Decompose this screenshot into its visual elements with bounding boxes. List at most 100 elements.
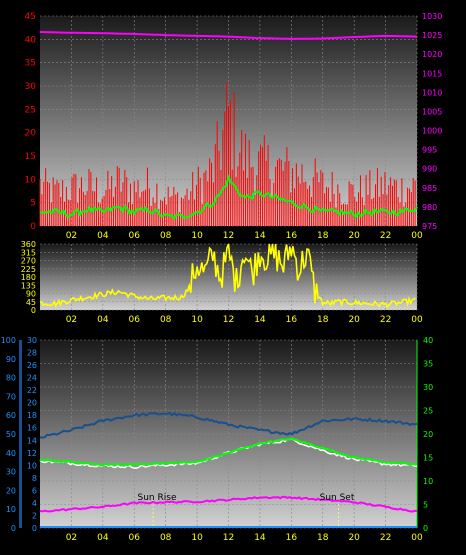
rain-tick-label: 0 — [32, 524, 37, 533]
wind-tick-label: 40 — [25, 35, 37, 45]
x-tick-label: 02 — [66, 315, 77, 325]
x-tick-label: 18 — [317, 533, 329, 543]
rain-tick-label: 24 — [27, 374, 37, 383]
humidity-tick-label: 50 — [6, 430, 16, 439]
temperature-tick-label: 40 — [423, 336, 433, 345]
rain-tick-label: 6 — [32, 486, 37, 495]
temperature-tick-label: 20 — [423, 430, 433, 439]
temperature-line — [39, 437, 417, 467]
x-tick-label: 20 — [348, 231, 360, 241]
pressure-axis-title: Pressione — [365, 1, 418, 14]
humidity-legend: Umidita — [66, 321, 109, 334]
windchill-legend: Windchill — [240, 321, 290, 334]
x-tick-label: 20 — [348, 533, 360, 543]
pressure-tick-label: 995 — [422, 146, 437, 155]
pressure-tick-label: 985 — [422, 184, 437, 193]
wind-axis-title: Forza vento() — [34, 1, 107, 14]
humidity-tick-label: 100 — [1, 336, 16, 345]
x-tick-label: 18 — [317, 231, 329, 241]
x-tick-label: 10 — [191, 231, 203, 241]
humidity-tick-label: 60 — [6, 411, 16, 420]
direction-tick-label: 90 — [26, 290, 36, 299]
pressure-tick-label: 1005 — [422, 107, 442, 116]
dewpoint-legend: Dew Point (°C) — [392, 321, 466, 334]
direction-tick-label: 0 — [31, 306, 36, 315]
humidity-tick-label: 10 — [6, 505, 16, 514]
x-tick-label: 12 — [223, 315, 234, 325]
dewpoint-line — [39, 495, 418, 513]
temperature-tick-label: 35 — [423, 360, 433, 369]
rain-tick-label: 4 — [32, 499, 37, 508]
pressure-tick-label: 1020 — [422, 50, 442, 59]
temperature-legend: Temperatura — [312, 321, 383, 334]
x-tick-label: 14 — [254, 231, 266, 241]
x-tick-label: 00 — [411, 533, 423, 543]
temperature-tick-label: 25 — [423, 407, 433, 416]
rain-tick-label: 30 — [27, 336, 37, 345]
dir-label-e: E — [440, 287, 447, 300]
graph-title: 24 hours graph day: 30 Settembre 2015 — [167, 0, 388, 12]
temperature-tick-label: 10 — [423, 477, 433, 486]
x-tick-label: 00 — [411, 315, 423, 325]
x-tick-label: 10 — [191, 533, 203, 543]
direction-tick-label: 270 — [21, 257, 36, 266]
wind-tick-label: 30 — [25, 82, 37, 92]
dir-label-w: W — [440, 255, 451, 268]
wind-tick-label: 45 — [25, 12, 36, 22]
rain-tick-label: 22 — [27, 386, 37, 395]
x-tick-label: 04 — [97, 315, 109, 325]
temperature-tick-label: 15 — [423, 454, 433, 463]
wind-tick-label: 10 — [25, 175, 37, 185]
rain-tick-label: 2 — [32, 511, 37, 520]
temperature-tick-label: 30 — [423, 383, 433, 392]
x-tick-label: 22 — [380, 231, 391, 241]
x-tick-label: 00 — [411, 231, 423, 241]
pressure-line — [39, 31, 418, 40]
pressure-tick-label: 1000 — [422, 127, 442, 136]
wind-average-line — [39, 174, 418, 221]
x-tick-label: 06 — [129, 231, 141, 241]
pressure-tick-label: 975 — [422, 222, 437, 231]
x-tick-label: 04 — [97, 231, 109, 241]
pressure-tick-label: 1010 — [422, 88, 442, 97]
rain-tick-label: 20 — [27, 399, 37, 408]
rain-legend: Pioggia — [0, 321, 40, 334]
x-tick-label: 06 — [129, 315, 141, 325]
x-tick-label: 04 — [97, 533, 109, 543]
sunset-label: Sun Set — [320, 493, 355, 503]
dir-label-s: S — [440, 271, 447, 284]
temperature-tick-label: 5 — [423, 501, 428, 510]
humidity-tick-label: 80 — [6, 374, 16, 383]
x-tick-label: 08 — [160, 533, 172, 543]
wind-tick-label: 35 — [25, 59, 36, 69]
humidity-axis-bar — [19, 340, 22, 528]
dir-label-n-bottom: N — [440, 303, 448, 316]
x-tick-label: 14 — [254, 315, 266, 325]
rain-tick-label: 16 — [27, 424, 37, 433]
direction-tick-label: 315 — [21, 248, 36, 257]
wind-tick-label: 0 — [30, 222, 36, 232]
x-tick-label: 02 — [66, 231, 77, 241]
x-tick-label: 06 — [129, 533, 141, 543]
humidity-tick-label: 90 — [6, 355, 16, 364]
humidity-tick-label: 30 — [6, 468, 16, 477]
humidity-tick-label: 20 — [6, 486, 16, 495]
pressure-tick-label: 1015 — [422, 69, 442, 78]
x-tick-label: 10 — [191, 315, 203, 325]
x-tick-label: 18 — [317, 315, 329, 325]
humidity-tick-label: 0 — [11, 524, 16, 533]
direction-tick-label: 180 — [21, 273, 36, 282]
humidity-tick-label: 70 — [6, 392, 16, 401]
x-tick-label: 12 — [223, 533, 234, 543]
rain-tick-label: 14 — [27, 436, 37, 445]
direction-tick-label: 225 — [21, 265, 36, 274]
wind-direction-line — [39, 243, 416, 309]
wind-tick-label: 5 — [30, 199, 36, 209]
x-tick-label: 14 — [254, 533, 266, 543]
wind-tick-label: 25 — [25, 105, 36, 115]
direction-tick-label: 45 — [26, 298, 36, 307]
direction-tick-label: 135 — [21, 281, 36, 290]
temperature-tick-label: 0 — [423, 524, 428, 533]
